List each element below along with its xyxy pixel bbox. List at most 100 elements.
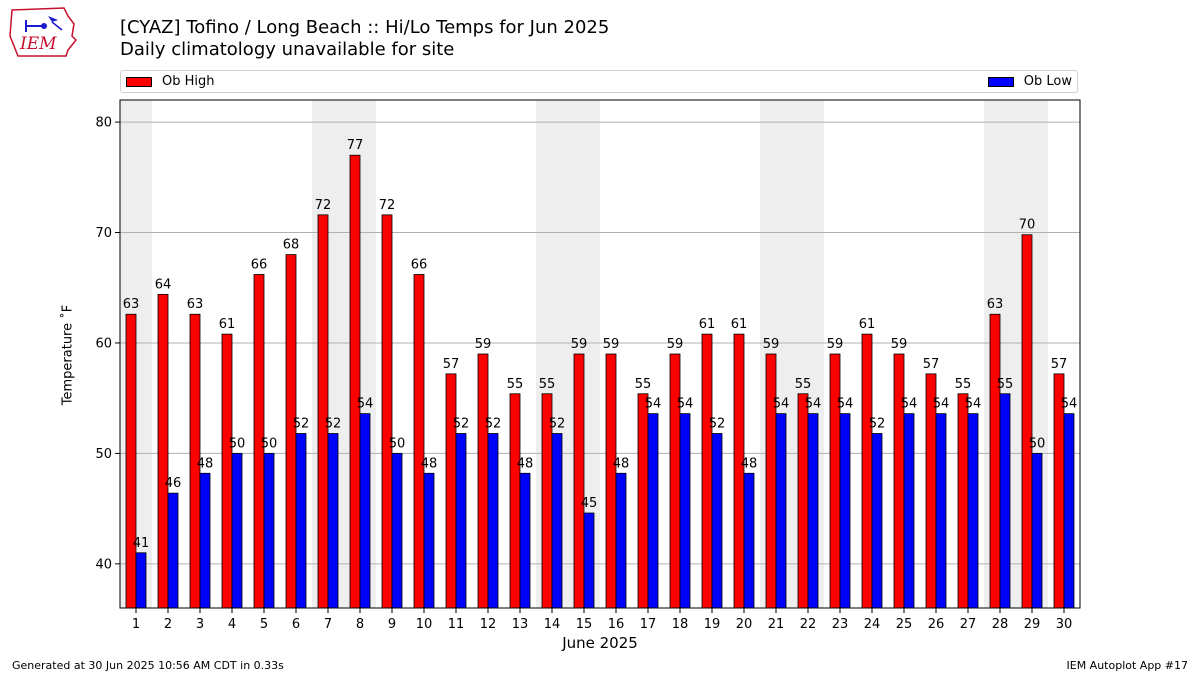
x-tick-label: 12 (480, 617, 497, 632)
x-tick-label: 8 (356, 617, 364, 632)
bar-low (615, 472, 627, 609)
x-tick-label: 21 (768, 617, 785, 632)
data-label-high: 66 (411, 257, 428, 272)
data-label-high: 59 (827, 337, 844, 352)
legend-swatch-low (987, 76, 1014, 87)
data-label-low: 48 (741, 456, 758, 471)
bar-low (903, 413, 915, 609)
x-tick-label: 10 (416, 617, 433, 632)
x-tick-label: 20 (736, 617, 753, 632)
bar-low (711, 433, 723, 609)
x-tick-label: 7 (324, 617, 332, 632)
bar-high (221, 333, 233, 609)
data-label-low: 54 (1061, 397, 1078, 412)
bar-high (349, 154, 361, 609)
bar-low (551, 433, 563, 609)
data-label-high: 66 (251, 257, 268, 272)
data-label-high: 64 (155, 277, 172, 292)
legend-label-high: Ob High (162, 74, 215, 89)
x-tick-label: 26 (928, 617, 945, 632)
data-label-low: 54 (677, 397, 694, 412)
x-tick-label: 16 (608, 617, 625, 632)
data-label-low: 48 (197, 456, 214, 471)
bar-low (199, 472, 211, 609)
x-tick-label: 29 (1024, 617, 1041, 632)
data-label-high: 61 (699, 317, 716, 332)
bar-high (445, 373, 457, 609)
data-label-high: 63 (123, 297, 140, 312)
data-label-high: 57 (443, 357, 460, 372)
data-label-high: 61 (859, 317, 876, 332)
data-label-low: 52 (293, 417, 310, 432)
x-tick-label: 13 (512, 617, 529, 632)
data-label-low: 48 (517, 456, 534, 471)
legend-item-high: Ob High (126, 74, 215, 89)
x-tick-label: 28 (992, 617, 1009, 632)
bar-low (167, 492, 179, 609)
data-label-low: 52 (325, 417, 342, 432)
x-tick-label: 30 (1056, 617, 1073, 632)
y-tick-label: 50 (95, 447, 112, 462)
data-label-low: 50 (389, 436, 406, 451)
data-label-high: 57 (1051, 357, 1068, 372)
data-label-low: 50 (1029, 436, 1046, 451)
data-label-high: 59 (763, 337, 780, 352)
data-label-low: 50 (261, 436, 278, 451)
bar-high (605, 353, 617, 609)
data-label-high: 55 (955, 377, 972, 392)
bar-low (839, 413, 851, 609)
x-tick-label: 18 (672, 617, 689, 632)
x-tick-label: 5 (260, 617, 268, 632)
data-label-high: 72 (315, 198, 332, 213)
bar-high (989, 313, 1001, 609)
data-label-high: 72 (379, 198, 396, 213)
bar-low (327, 433, 339, 609)
data-label-high: 63 (187, 297, 204, 312)
data-label-high: 55 (635, 377, 652, 392)
bar-low (423, 472, 435, 609)
data-label-high: 61 (731, 317, 748, 332)
data-label-high: 63 (987, 297, 1004, 312)
data-label-low: 54 (965, 397, 982, 412)
legend-label-low: Ob Low (1023, 74, 1072, 89)
data-label-low: 41 (133, 536, 150, 551)
data-label-low: 54 (645, 397, 662, 412)
chart-title: [CYAZ] Tofino / Long Beach :: Hi/Lo Temp… (120, 17, 610, 38)
bar-high (701, 333, 713, 609)
x-tick-label: 23 (832, 617, 849, 632)
data-label-low: 52 (485, 417, 502, 432)
iem-logo (8, 6, 80, 60)
data-label-high: 59 (475, 337, 492, 352)
data-label-low: 54 (773, 397, 790, 412)
bar-low (647, 413, 659, 609)
x-tick-label: 1 (132, 617, 140, 632)
bar-high (509, 393, 521, 609)
data-label-low: 55 (997, 377, 1014, 392)
bar-high (861, 333, 873, 609)
data-label-low: 46 (165, 476, 182, 491)
bar-high (157, 293, 169, 609)
bar-low (231, 452, 243, 609)
bar-low (263, 452, 275, 609)
data-label-low: 54 (901, 397, 918, 412)
x-tick-label: 27 (960, 617, 977, 632)
bar-low (135, 552, 147, 609)
x-tick-label: 4 (228, 617, 236, 632)
y-tick-label: 40 (95, 557, 112, 572)
x-axis-label: June 2025 (562, 634, 638, 652)
bar-high (893, 353, 905, 609)
bar-high (829, 353, 841, 609)
footer-generated: Generated at 30 Jun 2025 10:56 AM CDT in… (12, 659, 284, 672)
bar-high (765, 353, 777, 609)
data-label-low: 54 (805, 397, 822, 412)
data-label-high: 68 (283, 238, 300, 253)
bar-low (967, 413, 979, 609)
data-label-high: 55 (507, 377, 524, 392)
bar-high (637, 393, 649, 609)
x-tick-label: 3 (196, 617, 204, 632)
x-tick-label: 14 (544, 617, 561, 632)
data-label-high: 57 (923, 357, 940, 372)
data-label-high: 59 (891, 337, 908, 352)
bar-low (1031, 452, 1043, 609)
